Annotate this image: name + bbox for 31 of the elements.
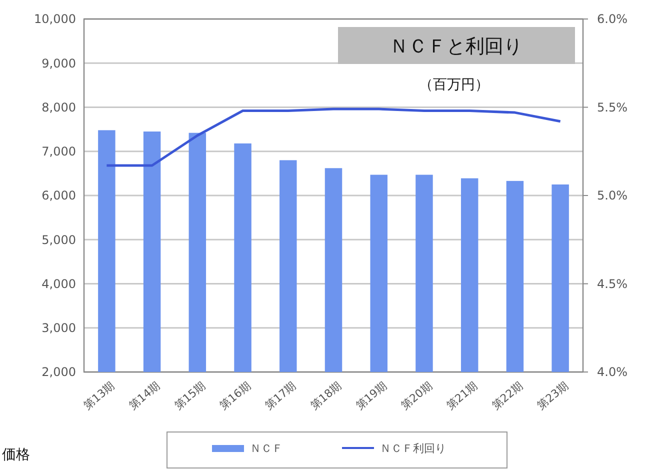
x-tick-label: 第23期	[534, 379, 571, 412]
x-tick-label: 第13期	[81, 379, 118, 412]
x-tick-label: 第22期	[489, 379, 526, 412]
y2-tick-label: 5.0%	[597, 188, 628, 203]
x-tick-label: 第21期	[444, 379, 480, 412]
y-tick-label: 2,000	[42, 365, 76, 380]
y-tick-label: 9,000	[42, 56, 76, 70]
legend-label: ＮＣＦ	[250, 442, 283, 455]
x-tick-label: 第19期	[353, 379, 390, 412]
x-tick-label: 第17期	[262, 379, 299, 412]
y-tick-label: 7,000	[42, 144, 76, 159]
x-tick-label: 第18期	[308, 379, 344, 412]
x-tick-label: 第14期	[126, 379, 162, 412]
text: 価格	[2, 446, 30, 463]
y-tick-label: 5,000	[42, 232, 76, 247]
y-tick-label: 4,000	[42, 276, 76, 291]
text: ＮＣＦと利回り	[390, 36, 522, 58]
x-tick-label: 第16期	[217, 379, 254, 412]
y-tick-label: 3,000	[42, 321, 76, 336]
x-tick-label: 第15期	[172, 379, 208, 412]
y2-tick-label: 5.5%	[597, 100, 628, 114]
y2-tick-label: 4.0%	[597, 365, 628, 380]
y-tick-label: 6,000	[42, 188, 76, 203]
y-tick-label: 10,000	[34, 12, 76, 26]
legend-label: ＮＣＦ利回り	[380, 442, 446, 455]
y2-tick-label: 4.5%	[597, 276, 628, 291]
x-tick-label: 第20期	[398, 379, 435, 412]
y2-tick-label: 6.0%	[597, 12, 628, 26]
y-tick-label: 8,000	[42, 100, 76, 114]
text: （百万円）	[419, 76, 489, 93]
line-series	[105, 108, 562, 167]
